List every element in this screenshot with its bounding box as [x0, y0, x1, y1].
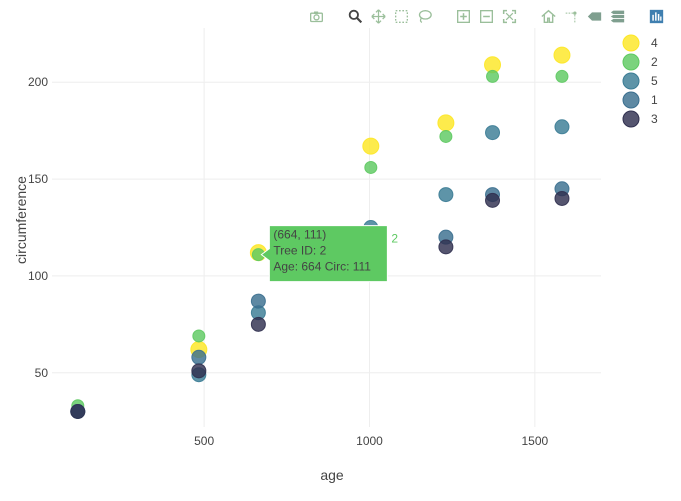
modebar-separator: [630, 6, 644, 26]
data-point-tree-3[interactable]: [438, 239, 454, 255]
zoom-in-icon: [457, 9, 470, 23]
x-tick-label: 1000: [356, 434, 383, 448]
lasso-select-button[interactable]: [414, 6, 435, 26]
legend[interactable]: 4 2 5 1 3: [622, 34, 658, 128]
hover-compare-icon: [610, 10, 625, 22]
tooltip-trace-label: 2: [391, 232, 398, 246]
y-axis-title: circumference: [13, 176, 29, 264]
home-icon: [541, 9, 556, 23]
data-point-tree-3[interactable]: [554, 190, 570, 206]
legend-marker: [622, 72, 640, 90]
camera-button[interactable]: [306, 6, 327, 26]
data-point-tree-3[interactable]: [191, 363, 207, 379]
hover-closest-icon: [587, 11, 602, 21]
legend-label: 5: [651, 74, 658, 88]
zoom-icon: [348, 9, 363, 23]
y-axis-ticks: 50 100 150 200: [28, 75, 48, 380]
tooltip-line: Age: 664 Circ: 111: [273, 260, 371, 274]
data-point-tree-2[interactable]: [364, 160, 378, 174]
data-point-tree-4[interactable]: [553, 46, 571, 64]
hover-closest-button[interactable]: [584, 6, 605, 26]
hover-compare-button[interactable]: [607, 6, 628, 26]
legend-item-2[interactable]: 2: [622, 53, 658, 71]
data-points[interactable]: [70, 46, 571, 420]
spike-lines-icon: [565, 11, 577, 22]
legend-item-4[interactable]: 4: [622, 34, 658, 52]
tooltip-box: [260, 225, 388, 283]
legend-marker: [622, 110, 640, 128]
modebar-separator: [329, 6, 343, 26]
y-tick-label: 50: [35, 366, 49, 380]
modebar-separator: [437, 6, 451, 26]
x-axis-ticks: 500 1000 1500: [194, 434, 548, 448]
y-tick-label: 150: [28, 172, 48, 186]
data-point-tree-5[interactable]: [438, 187, 454, 203]
plotly-logo-icon: [649, 9, 664, 23]
plotly-logo-button[interactable]: [646, 6, 667, 26]
y-tick-label: 200: [28, 75, 48, 89]
zoom-button[interactable]: [345, 6, 366, 26]
x-tick-label: 500: [194, 434, 214, 448]
legend-label: 1: [651, 93, 658, 107]
modebar: [306, 6, 667, 26]
box-select-button[interactable]: [391, 6, 412, 26]
data-point-tree-3[interactable]: [70, 404, 86, 420]
data-point-tree-3[interactable]: [485, 192, 501, 208]
legend-item-5[interactable]: 5: [622, 72, 658, 90]
spike-lines-button[interactable]: [561, 6, 582, 26]
tooltip-line: (664, 111): [273, 228, 326, 242]
box-select-icon: [395, 9, 408, 23]
legend-marker: [622, 91, 640, 109]
data-point-tree-1[interactable]: [191, 349, 207, 365]
data-point-tree-1[interactable]: [250, 293, 266, 309]
legend-label: 2: [651, 55, 658, 69]
data-point-tree-2[interactable]: [439, 129, 453, 143]
legend-item-3[interactable]: 3: [622, 110, 658, 128]
x-tick-label: 1500: [522, 434, 549, 448]
home-button[interactable]: [538, 6, 559, 26]
autoscale-button[interactable]: [499, 6, 520, 26]
zoom-in-button[interactable]: [453, 6, 474, 26]
legend-marker: [622, 53, 640, 71]
data-point-tree-2[interactable]: [486, 69, 500, 83]
y-tick-label: 100: [28, 269, 48, 283]
zoom-out-button[interactable]: [476, 6, 497, 26]
data-point-tree-4[interactable]: [437, 114, 455, 132]
zoom-out-icon: [480, 9, 493, 23]
legend-item-1[interactable]: 1: [622, 91, 658, 109]
lasso-select-icon: [418, 9, 432, 23]
data-point-tree-2[interactable]: [192, 329, 206, 343]
data-point-tree-5[interactable]: [485, 125, 501, 141]
pan-button[interactable]: [368, 6, 389, 26]
legend-label: 3: [651, 112, 658, 126]
autoscale-icon: [502, 9, 517, 23]
x-axis-title: age: [320, 467, 344, 483]
legend-label: 4: [651, 36, 658, 50]
data-point-tree-2[interactable]: [555, 69, 569, 83]
data-point-tree-5[interactable]: [554, 119, 570, 135]
modebar-separator: [522, 6, 536, 26]
hover-tooltip: (664, 111) Tree ID: 2 Age: 664 Circ: 111 2: [260, 225, 398, 283]
data-point-tree-3[interactable]: [250, 316, 266, 332]
pan-icon: [371, 8, 386, 24]
data-point-tree-4[interactable]: [362, 137, 380, 155]
legend-marker: [622, 34, 640, 52]
camera-icon: [310, 11, 323, 22]
tooltip-line: Tree ID: 2: [273, 244, 326, 258]
